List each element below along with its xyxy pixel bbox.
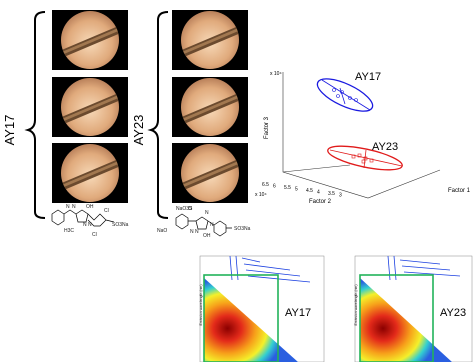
atom: NaO (157, 228, 167, 234)
group-label: AY17 (2, 115, 17, 146)
bracket (151, 12, 168, 218)
eem-label: AY23 (440, 307, 466, 319)
micrograph (172, 10, 248, 70)
atom: N (205, 210, 209, 216)
atom: N (195, 229, 199, 235)
micrograph (52, 77, 128, 137)
eem-label: AY17 (285, 307, 311, 319)
tick-label: 4.5 (306, 188, 313, 194)
atom: N (66, 204, 70, 210)
exponent: x 10⁴ (270, 71, 282, 77)
atom: OH (203, 233, 211, 239)
bracket (28, 12, 45, 218)
tick-label: 6.5 (262, 182, 269, 188)
axis-label: Emission wavelength (nm) (354, 284, 358, 325)
atom: SO3Na (112, 222, 129, 228)
axis-label: Factor 3 (264, 116, 270, 139)
tick-label: 6 (273, 184, 276, 190)
micrograph (52, 143, 128, 203)
tick-label: 5.5 (284, 185, 291, 191)
micrograph (172, 77, 248, 137)
atom: N (190, 229, 194, 235)
atom: Cl (104, 208, 109, 214)
tick-label: 3.5 (328, 191, 335, 197)
figure: AY17 N N OH N N H3C Cl Cl SO3Na AY23 NaO… (0, 0, 473, 362)
group-label: AY23 (131, 115, 146, 146)
atom: N (210, 222, 214, 228)
atom: OH (86, 204, 94, 210)
atom: N (72, 204, 76, 210)
cluster-label: AY17 (355, 71, 381, 83)
atom: SO3Na (234, 226, 251, 232)
tick-label: 3 (339, 193, 342, 199)
axis-label: Factor 1 (448, 188, 471, 194)
tick-label: 4 (317, 190, 320, 196)
atom: N (83, 222, 87, 228)
exponent: x 10⁴ (255, 192, 267, 198)
tick-label: 5 (295, 187, 298, 193)
atom: Cl (92, 232, 97, 238)
axis-label: Factor 2 (309, 199, 332, 205)
cluster-label: AY23 (372, 141, 398, 153)
scatter-3d (283, 72, 440, 198)
cluster-axes (322, 80, 370, 110)
micrograph (172, 143, 248, 203)
atom: O (188, 206, 192, 212)
micrograph (52, 10, 128, 70)
atom: N (88, 222, 92, 228)
axis-label: Emission wavelength (nm) (199, 284, 203, 325)
atom: H3C (64, 228, 74, 234)
